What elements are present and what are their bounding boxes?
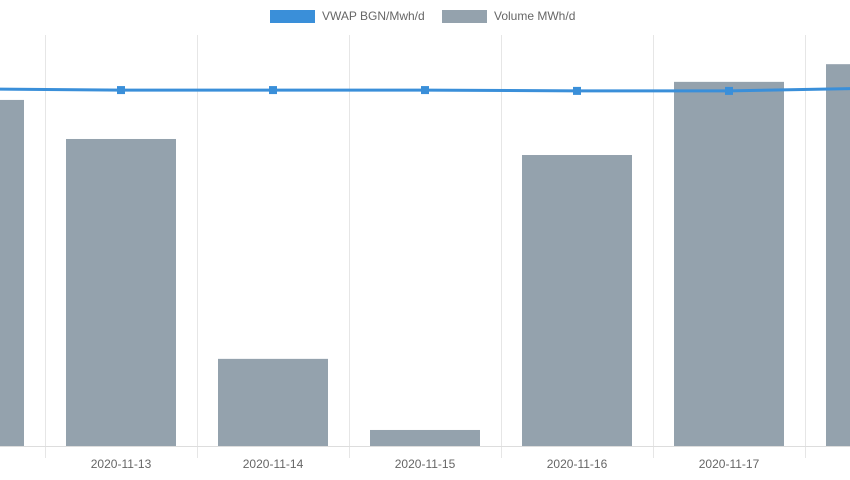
x-tick-label: 2020-11-17	[699, 457, 760, 471]
bar	[0, 99, 24, 447]
point	[725, 86, 733, 95]
bar	[218, 358, 328, 446]
x-tick-label: 2020-11-15	[395, 457, 456, 471]
bar	[674, 81, 784, 446]
x-tick-label: 2020-11-13	[91, 457, 152, 471]
legend-swatch	[270, 10, 315, 23]
point	[269, 86, 277, 95]
legend-label: VWAP BGN/Mwh/d	[322, 9, 425, 23]
bar	[522, 155, 632, 446]
point	[573, 86, 581, 95]
x-tick-label: 2020-11-16	[547, 457, 608, 471]
point	[421, 86, 429, 95]
x-tick-label: 2020-11-14	[243, 457, 304, 471]
point	[117, 86, 125, 95]
legend-label: Volume MWh/d	[494, 9, 575, 23]
legend-swatch	[442, 10, 487, 23]
bar	[826, 64, 850, 446]
bar	[66, 138, 176, 446]
bar	[370, 429, 480, 446]
